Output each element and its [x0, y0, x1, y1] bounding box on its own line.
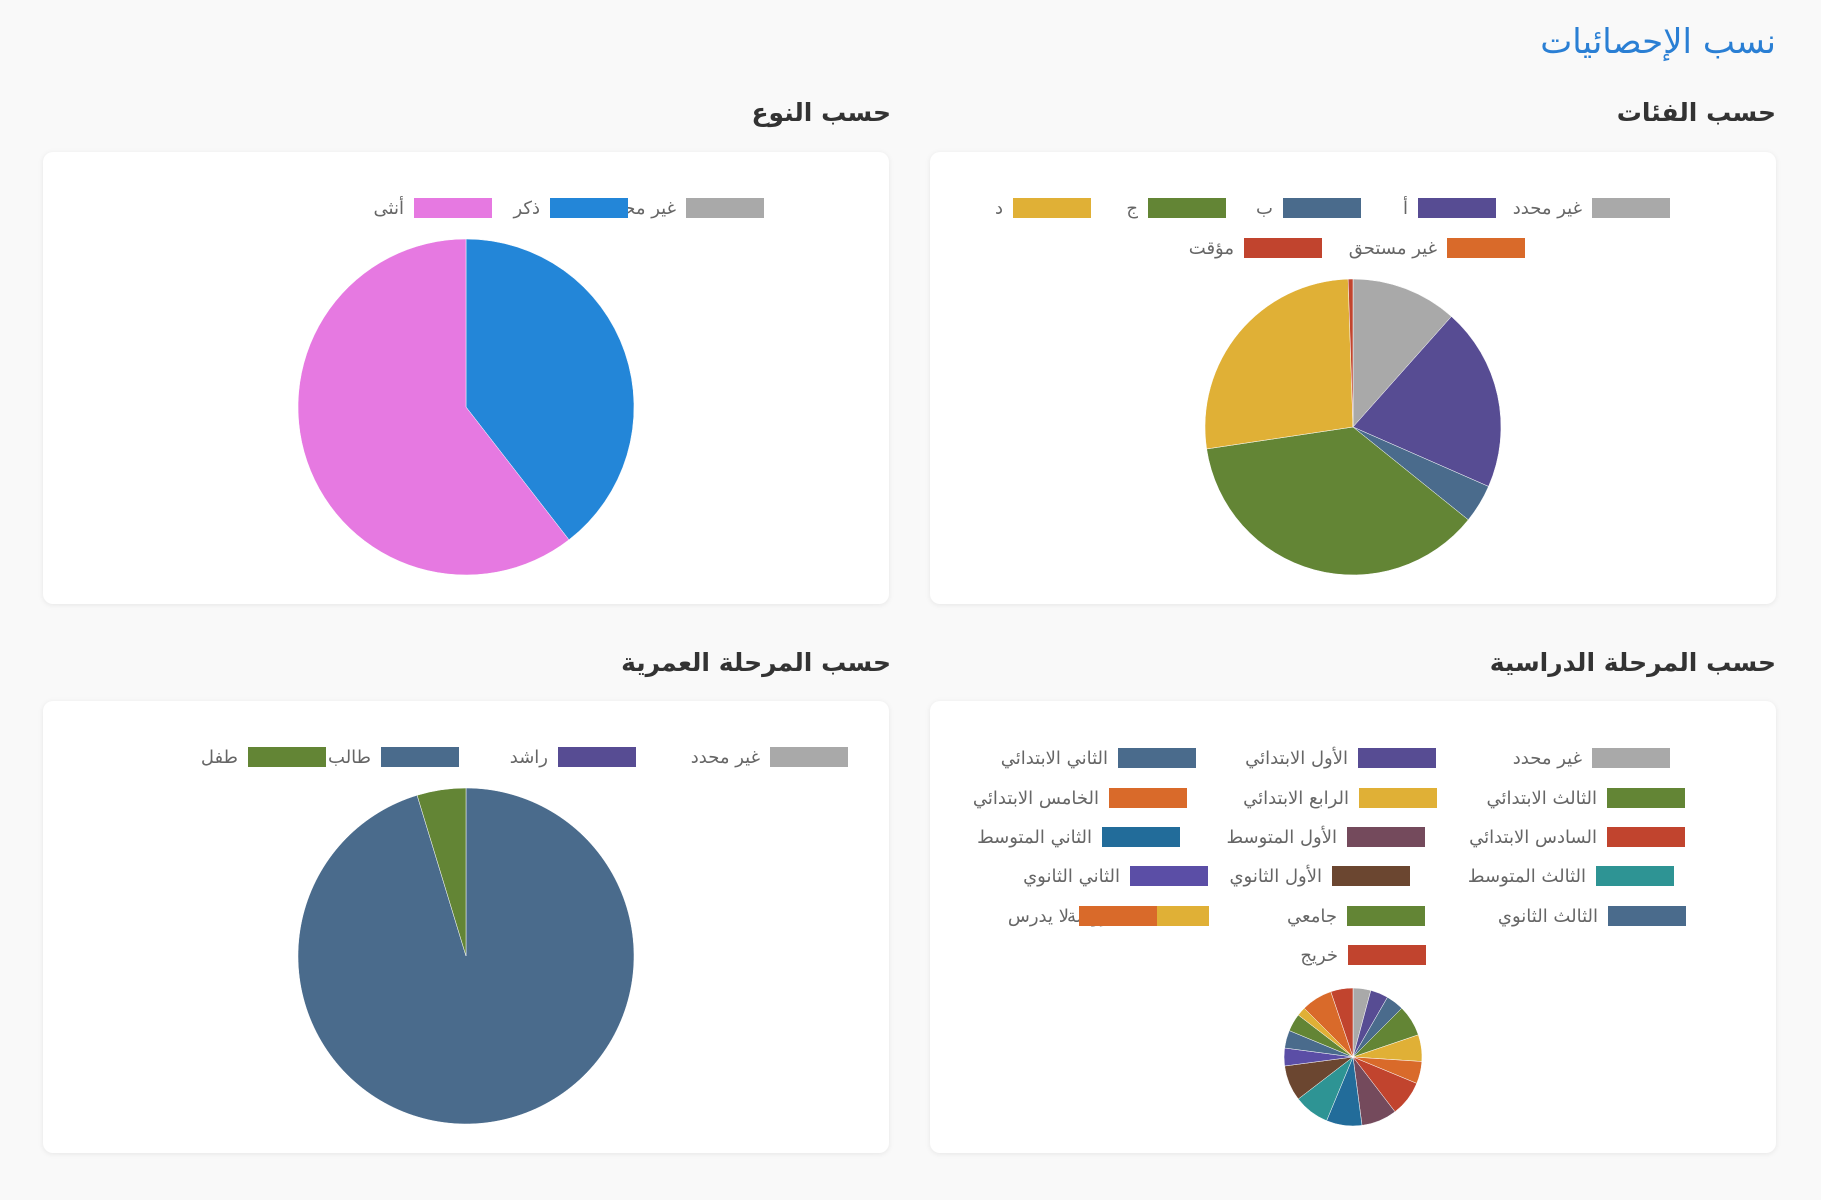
- pie-slice[interactable]: [1206, 426, 1469, 576]
- pie-slice[interactable]: [1352, 316, 1502, 487]
- legend-label[interactable]: غير محدد: [1513, 748, 1582, 769]
- legend-label[interactable]: الثالث المتوسط: [1468, 866, 1586, 887]
- legend-label[interactable]: غير محدد: [1513, 198, 1582, 219]
- legend-swatch[interactable]: [1013, 198, 1091, 218]
- section-title-age-stage: حسب المرحلة العمرية: [621, 648, 891, 677]
- legend-label[interactable]: ذكر: [512, 198, 540, 219]
- legend-label[interactable]: الثالث الثانوي: [1498, 906, 1598, 927]
- legend-label[interactable]: الثاني الابتدائي: [1001, 748, 1108, 769]
- legend-swatch[interactable]: [1347, 827, 1425, 847]
- legend-label[interactable]: أنثى: [374, 196, 404, 219]
- legend-label[interactable]: الثاني المتوسط: [977, 827, 1092, 848]
- legend-swatch[interactable]: [558, 747, 636, 767]
- legend-label[interactable]: طالب: [328, 747, 371, 768]
- pie-slice[interactable]: [1347, 278, 1354, 428]
- legend-swatch[interactable]: [1608, 906, 1686, 926]
- legend-label[interactable]: د: [995, 198, 1003, 219]
- legend-swatch[interactable]: [1607, 788, 1685, 808]
- pie-slice[interactable]: [1204, 278, 1354, 450]
- legend-label[interactable]: غير مستحق: [1349, 238, 1437, 259]
- legend-swatch[interactable]: [1347, 906, 1425, 926]
- legend-swatch[interactable]: [381, 747, 459, 767]
- categories-chart-card: غير محدد أ ب ج د غير مستحق مؤقت: [930, 152, 1776, 604]
- legend-swatch[interactable]: [1244, 238, 1322, 258]
- legend-label[interactable]: خريج: [1300, 945, 1338, 966]
- legend-swatch[interactable]: [1079, 906, 1157, 926]
- legend-swatch[interactable]: [1148, 198, 1226, 218]
- legend-label[interactable]: الأول الابتدائي: [1245, 747, 1348, 769]
- page-title: نسب الإحصائيات: [1540, 22, 1776, 62]
- legend-swatch[interactable]: [1592, 748, 1670, 768]
- pie-slice[interactable]: [416, 787, 467, 957]
- legend-swatch[interactable]: [1447, 238, 1525, 258]
- pie-slice[interactable]: [1330, 987, 1354, 1058]
- age-stage-chart-card: غير محدد راشد طالب طفل: [43, 701, 889, 1153]
- legend-swatch[interactable]: [248, 747, 326, 767]
- legend-swatch[interactable]: [1596, 866, 1674, 886]
- legend-swatch[interactable]: [770, 747, 848, 767]
- pie-slice[interactable]: [297, 238, 570, 576]
- legend-swatch[interactable]: [1130, 866, 1208, 886]
- legend-label[interactable]: لا يدرس: [1008, 906, 1069, 927]
- section-title-study-stage: حسب المرحلة الدراسية: [1489, 648, 1776, 677]
- legend-label[interactable]: راشد: [510, 747, 548, 768]
- categories-pie-svg: غير محدد أ ب ج د غير مستحق مؤقت: [995, 196, 1670, 576]
- legend-label[interactable]: الخامس الابتدائي: [973, 788, 1099, 809]
- age-stage-pie-svg: غير محدد راشد طالب طفل: [201, 747, 848, 1125]
- legend-swatch[interactable]: [1109, 788, 1187, 808]
- legend-swatch[interactable]: [1592, 198, 1670, 218]
- legend-swatch[interactable]: [1283, 198, 1361, 218]
- legend-label[interactable]: الثاني الثانوي: [1023, 866, 1120, 887]
- legend-label[interactable]: أ: [1403, 196, 1408, 219]
- legend-swatch[interactable]: [1607, 827, 1685, 847]
- legend-label[interactable]: غير محدد: [691, 747, 760, 768]
- legend-label[interactable]: الأول الثانوي: [1229, 865, 1322, 887]
- legend-swatch[interactable]: [1358, 748, 1436, 768]
- legend-label[interactable]: السادس الابتدائي: [1469, 827, 1597, 848]
- legend-label[interactable]: مؤقت: [1189, 238, 1234, 259]
- legend-swatch[interactable]: [686, 198, 764, 218]
- legend-swatch[interactable]: [1332, 866, 1410, 886]
- legend-swatch[interactable]: [1118, 748, 1196, 768]
- legend-swatch[interactable]: [414, 198, 492, 218]
- legend-swatch[interactable]: [550, 198, 628, 218]
- legend-label[interactable]: طفل: [201, 747, 238, 768]
- study-stage-chart-card: غير محدد الأول الابتدائي الثاني الابتدائي ا…: [930, 701, 1776, 1153]
- section-title-categories: حسب الفئات: [1616, 98, 1776, 127]
- pie-slice[interactable]: [465, 238, 635, 541]
- legend-swatch[interactable]: [1359, 788, 1437, 808]
- legend-swatch[interactable]: [1102, 827, 1180, 847]
- legend-label[interactable]: جامعي: [1287, 906, 1337, 927]
- legend-label[interactable]: ج: [1126, 198, 1138, 219]
- legend-swatch[interactable]: [1418, 198, 1496, 218]
- legend-label[interactable]: ب: [1256, 198, 1273, 219]
- gender-chart-card: غير محدد ذكر أنثى: [43, 152, 889, 604]
- legend-label[interactable]: الأول المتوسط: [1226, 826, 1337, 848]
- legend-label[interactable]: الرابع الابتدائي: [1243, 788, 1349, 809]
- pie-slice[interactable]: [1352, 278, 1452, 428]
- legend-swatch[interactable]: [1348, 945, 1426, 965]
- study-stage-pie-svg: غير محدد الأول الابتدائي الثاني الابتدائي ا…: [973, 747, 1686, 1127]
- legend-label[interactable]: الثالث الابتدائي: [1487, 788, 1597, 809]
- section-title-gender: حسب النوع: [751, 98, 891, 127]
